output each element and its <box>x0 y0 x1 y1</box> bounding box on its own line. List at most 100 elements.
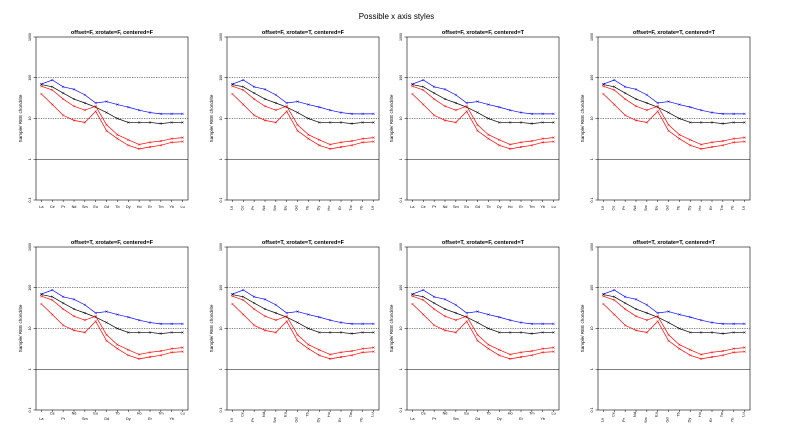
data-point <box>105 339 108 343</box>
data-point <box>159 112 163 116</box>
data-point <box>170 351 173 354</box>
data-point <box>181 140 184 143</box>
data-point <box>83 121 87 124</box>
x-tick-label: Nd <box>443 412 448 416</box>
data-point <box>231 294 234 298</box>
data-point <box>476 333 479 337</box>
x-tick-label: Gd <box>295 205 299 210</box>
data-point <box>422 295 425 299</box>
data-point <box>645 93 649 97</box>
x-tick-label: Tm <box>158 205 163 209</box>
series-line <box>41 289 183 325</box>
data-point <box>61 295 65 299</box>
x-tick-label: Ce <box>611 412 615 417</box>
series-line <box>412 84 554 124</box>
figure-title: Possible x axis styles <box>358 12 435 21</box>
data-point <box>623 85 627 89</box>
data-point <box>159 122 163 125</box>
data-point <box>476 339 479 343</box>
data-point <box>634 88 638 91</box>
data-point <box>667 123 670 127</box>
x-tick-label: Ce <box>421 205 426 209</box>
data-point <box>634 119 638 122</box>
data-point <box>350 349 354 353</box>
chart-panel: offset=F, xrotate=T, centered=F 0.1 1 10 100… <box>209 30 380 211</box>
data-point <box>699 353 703 356</box>
y-tick-label: 1000 <box>28 243 32 251</box>
data-point <box>678 343 681 346</box>
data-point <box>498 121 501 124</box>
data-point <box>361 322 364 326</box>
data-point <box>372 350 375 353</box>
x-tick-label: Gd <box>475 205 480 209</box>
data-point <box>318 144 321 147</box>
data-point <box>105 310 108 313</box>
y-tick-label: 0.1 <box>590 198 594 203</box>
data-point <box>602 84 605 88</box>
data-point <box>105 100 108 103</box>
data-point <box>274 303 278 307</box>
series-line <box>603 84 745 124</box>
data-point <box>116 313 119 316</box>
data-point <box>263 329 267 332</box>
x-tick-label: Dy <box>316 418 320 423</box>
data-point <box>530 122 534 125</box>
series-line <box>603 93 745 150</box>
data-point <box>443 314 447 318</box>
x-tick-label: Er <box>519 417 524 421</box>
data-point <box>689 144 692 147</box>
x-tick-label: Nd <box>262 206 266 211</box>
x-tick-label: La <box>410 417 415 421</box>
data-point <box>634 329 638 332</box>
x-tick-label: Ho <box>698 206 702 211</box>
data-point <box>656 311 659 315</box>
data-point <box>721 354 725 357</box>
data-point <box>645 108 649 112</box>
x-tick-label: Dy <box>126 417 131 421</box>
data-point <box>454 318 458 322</box>
x-tick-label: Eu <box>284 206 288 211</box>
x-tick-label: Pr <box>622 417 626 422</box>
series-line <box>603 295 745 355</box>
data-point <box>274 121 278 124</box>
series-line <box>412 93 554 150</box>
x-tick-label: Ho <box>508 205 513 209</box>
y-tick-label: 0.1 <box>28 408 32 413</box>
x-tick-label: Tm <box>720 205 724 210</box>
y-tick-label: 1000 <box>590 243 594 251</box>
data-point <box>432 113 436 117</box>
data-point <box>307 137 310 140</box>
y-tick-label: 1000 <box>399 243 403 251</box>
data-point <box>689 138 692 142</box>
y-axis-label: Sample/ REE chondrite <box>209 94 214 142</box>
data-point <box>51 88 54 92</box>
data-point <box>328 147 332 151</box>
data-point <box>743 331 746 334</box>
data-point <box>61 301 65 305</box>
data-point <box>127 105 130 109</box>
y-tick-label: 100 <box>28 285 32 291</box>
data-point <box>454 331 458 334</box>
data-point <box>634 104 638 108</box>
data-point <box>443 104 447 108</box>
x-tick-label: Gd <box>666 205 670 210</box>
y-axis-label: Sample/ REE chondrite <box>580 94 585 142</box>
data-point <box>307 103 310 106</box>
data-point <box>656 320 659 323</box>
x-tick-label: Nd <box>443 205 448 209</box>
data-point <box>699 331 703 334</box>
y-tick-label: 1 <box>219 368 223 370</box>
data-point <box>602 294 605 298</box>
data-point <box>732 112 735 116</box>
series-line <box>603 294 745 334</box>
data-point <box>361 331 364 334</box>
y-tick-label: 10 <box>28 117 32 121</box>
data-point <box>552 350 555 353</box>
series-line <box>41 79 183 115</box>
data-point <box>40 92 43 96</box>
data-point <box>678 133 681 136</box>
data-point <box>94 110 97 113</box>
x-tick-label: Sm <box>82 417 88 421</box>
x-tick-label: Ho <box>508 412 513 416</box>
